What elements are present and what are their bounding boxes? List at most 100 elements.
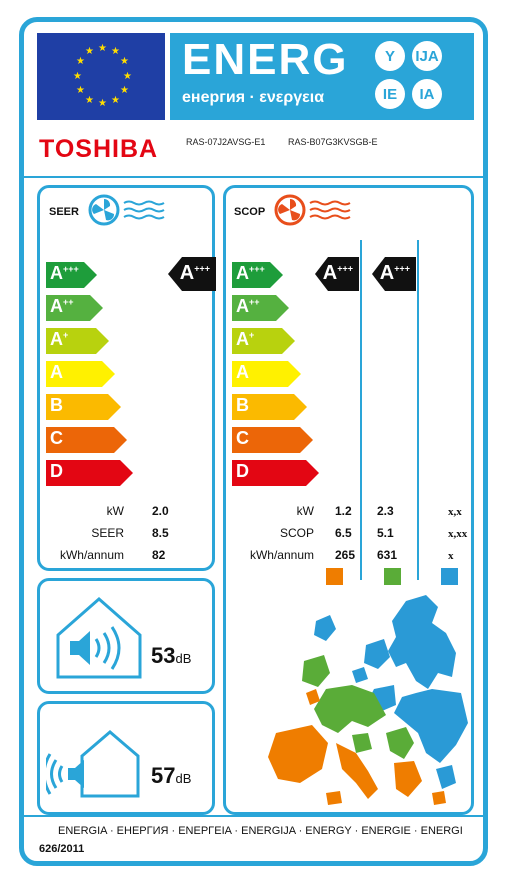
scale-class-letter: A bbox=[50, 263, 63, 283]
scale-class-letter: A bbox=[50, 362, 63, 382]
svg-text:★: ★ bbox=[85, 46, 94, 57]
scop-rating-plus: +++ bbox=[337, 263, 353, 274]
seer-row-label: SEER bbox=[91, 526, 124, 540]
seer-title: SEER bbox=[49, 206, 79, 218]
footer-divider bbox=[24, 815, 483, 817]
scop-value-warm: 1.2 bbox=[335, 504, 352, 518]
scale-class-letter: A bbox=[50, 329, 63, 349]
svg-text:★: ★ bbox=[76, 85, 85, 96]
europe-climate-map bbox=[268, 595, 468, 805]
scale-class-letter: A bbox=[236, 296, 249, 316]
seer-row-label: kW bbox=[106, 504, 124, 518]
fan-cooling-icon bbox=[88, 194, 165, 226]
seer-row-value: 8.5 bbox=[152, 526, 169, 540]
header-divider bbox=[24, 176, 483, 178]
scop-scale-arrow: C bbox=[232, 427, 313, 453]
scop-scale-arrow: A+++ bbox=[232, 262, 283, 288]
scale-class-letter: A bbox=[236, 362, 249, 382]
brand-logo: TOSHIBA bbox=[39, 135, 159, 163]
scale-class-plus: + bbox=[249, 330, 255, 340]
scop-row-label: kWh/annum bbox=[249, 548, 314, 562]
seer-rating-badge: A+++ bbox=[168, 257, 216, 291]
scop-row-label: kW bbox=[296, 504, 314, 518]
scale-class-plus: +++ bbox=[249, 264, 265, 274]
seer-scale-arrow: B bbox=[46, 394, 121, 420]
outdoor-noise-panel: 57dB bbox=[37, 701, 215, 815]
scop-rating-letter: A bbox=[379, 262, 395, 284]
seer-scale-arrow: C bbox=[46, 427, 127, 453]
scop-row-label: SCOP bbox=[279, 526, 314, 540]
scale-class-plus: +++ bbox=[63, 264, 79, 274]
seer-scale-arrow: A+++ bbox=[46, 262, 97, 288]
scop-panel: SCOP A+++ A++ A+ A B C D A+++ A+++ kW 1.2 2.3 … bbox=[223, 185, 474, 815]
scop-rating-letter: A bbox=[322, 262, 338, 284]
seer-scale-arrow: A+ bbox=[46, 328, 109, 354]
lang-code-ija: IJA bbox=[412, 41, 442, 71]
scale-class-letter: C bbox=[50, 428, 63, 448]
eu-flag: ★ ★ ★ ★ ★ ★ ★ ★ ★ ★ ★ ★ bbox=[37, 33, 165, 120]
seer-scale-arrow: A++ bbox=[46, 295, 103, 321]
seer-row-value: 82 bbox=[152, 548, 166, 562]
scop-title: SCOP bbox=[234, 206, 266, 218]
scale-class-letter: C bbox=[236, 428, 249, 448]
scop-column-divider bbox=[417, 240, 419, 580]
seer-rating-plus: +++ bbox=[194, 263, 210, 274]
scale-class-plus: + bbox=[63, 330, 69, 340]
indoor-noise-unit: dB bbox=[175, 651, 192, 666]
seer-row-value: 2.0 bbox=[152, 504, 169, 518]
svg-text:★: ★ bbox=[123, 71, 132, 82]
svg-text:★: ★ bbox=[120, 85, 129, 96]
scop-value-average: 2.3 bbox=[377, 504, 394, 518]
scop-rating-badge-warm: A+++ bbox=[315, 257, 359, 291]
warm-zone-square bbox=[326, 568, 343, 585]
scop-value-cold: x bbox=[448, 550, 454, 562]
energ-word: ENERG bbox=[182, 35, 349, 84]
scop-value-average: 631 bbox=[377, 548, 398, 562]
energy-header-band: ENERG енергия · ενεργεια Y IJA IE IA bbox=[170, 33, 474, 120]
lang-code-ie: IE bbox=[375, 79, 405, 109]
outdoor-noise-value: 57dB bbox=[151, 763, 191, 789]
scop-value-warm: 6.5 bbox=[335, 526, 352, 540]
model-indoor: RAS-07J2AVSG-E1 bbox=[186, 137, 266, 147]
indoor-noise-value: 53dB bbox=[151, 643, 191, 669]
lang-code-ia: IA bbox=[412, 79, 442, 109]
energ-subtitle: енергия · ενεργεια bbox=[182, 89, 325, 106]
scale-class-letter: B bbox=[50, 395, 63, 415]
scale-class-letter: B bbox=[236, 395, 249, 415]
scale-class-letter: A bbox=[50, 296, 63, 316]
svg-text:★: ★ bbox=[76, 56, 85, 67]
average-zone-square bbox=[384, 568, 401, 585]
eu-stars-icon: ★ ★ ★ ★ ★ ★ ★ ★ ★ ★ ★ ★ bbox=[73, 43, 132, 109]
svg-text:★: ★ bbox=[111, 46, 120, 57]
model-outdoor: RAS-B07G3KVSGB-E bbox=[288, 137, 378, 147]
energy-languages-footer: ENERGIA · ЕНЕРГИЯ · ΕΝΕΡΓΕΙΑ · ENERGIJA … bbox=[58, 825, 463, 837]
svg-text:★: ★ bbox=[73, 71, 82, 82]
scale-class-letter: A bbox=[236, 263, 249, 283]
scale-class-plus: ++ bbox=[63, 297, 74, 307]
indoor-noise-number: 53 bbox=[151, 643, 176, 668]
seer-panel: SEER A+++ A++ A+ A B C D A+++ kW 2.0 SEER 8.5 … bbox=[37, 185, 216, 571]
outdoor-speaker-house-icon bbox=[46, 730, 140, 798]
scop-value-warm: 265 bbox=[335, 548, 356, 562]
outdoor-noise-number: 57 bbox=[151, 763, 176, 788]
scale-class-letter: D bbox=[50, 461, 63, 481]
scop-scale-arrow: A bbox=[232, 361, 301, 387]
regulation-number: 626/2011 bbox=[39, 843, 85, 855]
scop-scale-arrow: A+ bbox=[232, 328, 295, 354]
scop-value-cold: x,x bbox=[448, 506, 462, 518]
scop-rating-badge-average: A+++ bbox=[372, 257, 416, 291]
indoor-speaker-house-icon bbox=[56, 597, 142, 679]
seer-scale-arrow: D bbox=[46, 460, 133, 486]
scop-scale-arrow: D bbox=[232, 460, 319, 486]
scale-class-letter: A bbox=[236, 329, 249, 349]
indoor-noise-panel: 53dB bbox=[37, 578, 215, 694]
scop-scale-arrow: B bbox=[232, 394, 307, 420]
scale-class-letter: D bbox=[236, 461, 249, 481]
outdoor-noise-unit: dB bbox=[175, 771, 192, 786]
cold-zone-square bbox=[441, 568, 458, 585]
svg-text:★: ★ bbox=[85, 95, 94, 106]
scop-value-average: 5.1 bbox=[377, 526, 394, 540]
scop-scale-arrow: A++ bbox=[232, 295, 289, 321]
scop-rating-plus: +++ bbox=[394, 263, 410, 274]
label-frame bbox=[19, 17, 488, 866]
